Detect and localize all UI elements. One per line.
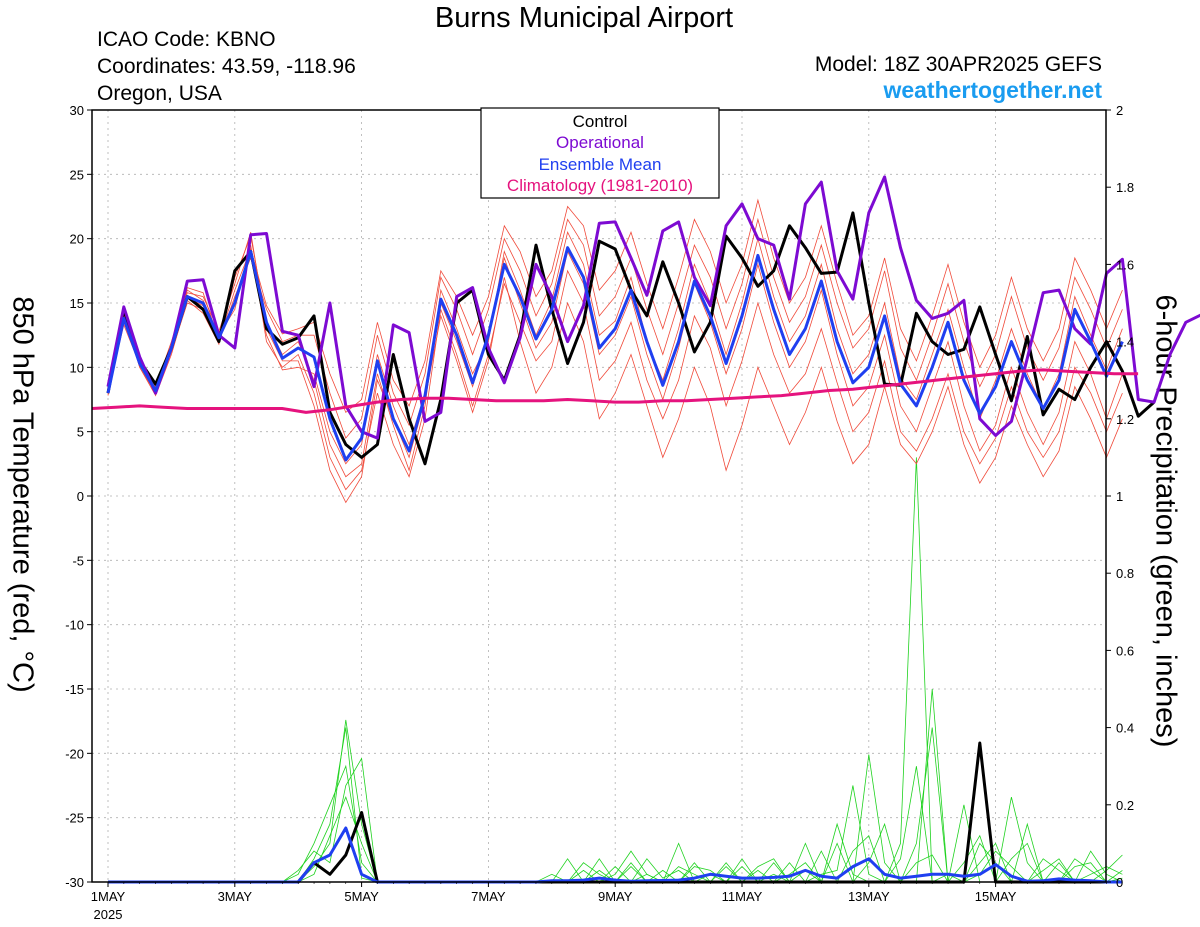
region: Oregon, USA [97,82,222,105]
y2-tick-label: 1.6 [1116,257,1134,272]
model-run: Model: 18Z 30APR2025 GEFS [814,53,1102,76]
x-tick-label: 3MAY [218,889,253,904]
coordinates: Coordinates: 43.59, -118.96 [97,55,356,78]
operational-temp-line [106,175,1200,440]
y-tick-label: -5 [72,553,84,568]
y-tick-label: 10 [70,360,84,375]
axis-ticks: 302520151050-5-10-15-20-25-3021.81.61.41… [65,103,1134,922]
y2-tick-label: 1.4 [1116,335,1134,350]
y-tick-label: 5 [77,425,84,440]
temp-member-line [107,232,1123,504]
legend-climatology: Climatology (1981-2010) [507,176,693,195]
legend-operational: Operational [556,133,644,152]
temp-member-line [107,198,1123,414]
y2-tick-label: 0 [1116,875,1123,890]
legend-ensemble-mean: Ensemble Mean [539,155,662,174]
y2-tick-label: 0.6 [1116,643,1134,658]
y-tick-label: -25 [65,811,84,826]
control-temp-line [106,211,1156,466]
y-tick-label: 15 [70,296,84,311]
x-tick-label: 9MAY [598,889,633,904]
x-tick-label: 1MAY [91,889,126,904]
x-tick-label: 13MAY [848,889,890,904]
legend-box [480,107,720,199]
chart-title: Burns Municipal Airport [434,2,734,34]
y2-tick-label: 1 [1116,489,1123,504]
climatology-1981-2010-temp-line [91,368,1139,414]
x-tick-year: 2025 [94,907,123,922]
y2-tick-label: 0.2 [1116,798,1134,813]
x-tick-label: 5MAY [344,889,379,904]
ensemble-mean-temp-line [106,246,1124,462]
y2-tick-label: 2 [1116,103,1123,118]
legend: Control Operational Ensemble Mean Climat… [480,107,720,199]
y2-tick-label: 0.8 [1116,566,1134,581]
series-lines [91,175,1200,884]
y-tick-label: -20 [65,746,84,761]
legend-control: Control [573,112,628,131]
y-tick-label: 30 [70,103,84,118]
y-tick-label: 0 [77,489,84,504]
temp-member-line [107,217,1123,439]
y2-tick-label: 0.4 [1116,721,1134,736]
site-link[interactable]: weathertogether.net [883,77,1102,103]
y2-tick-label: 1.2 [1116,412,1134,427]
y-tick-label: -30 [65,875,84,890]
y-tick-label: -10 [65,618,84,633]
x-tick-label: 15MAY [975,889,1017,904]
y2-tick-label: 1.8 [1116,180,1134,195]
y-tick-label: -15 [65,682,84,697]
temp-member-line [107,250,1123,465]
icao-code: ICAO Code: KBNO [97,28,276,51]
x-tick-label: 11MAY [722,889,763,904]
y-tick-label: 20 [70,232,84,247]
x-tick-label: 7MAY [471,889,506,904]
y-tick-label: 25 [70,167,84,182]
